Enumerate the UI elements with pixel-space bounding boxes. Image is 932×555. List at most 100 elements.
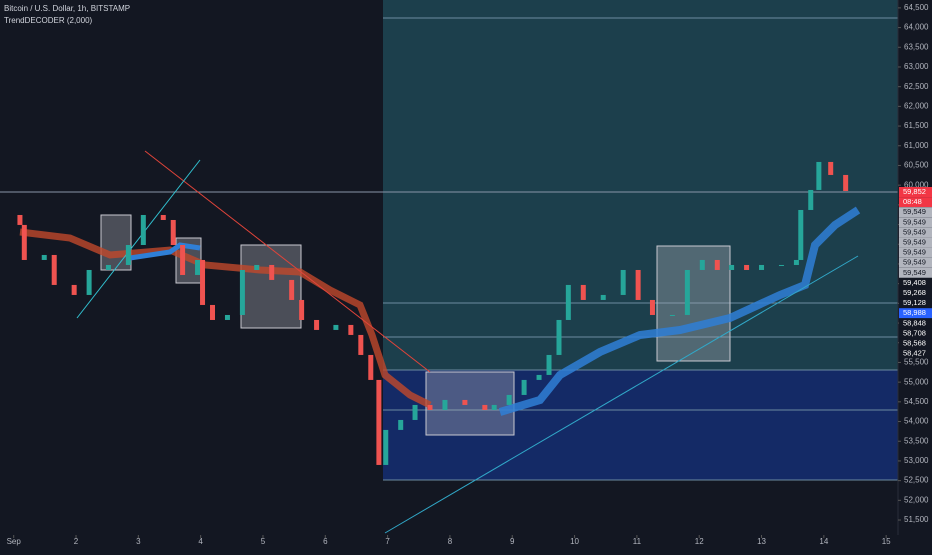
- candle: [669, 314, 675, 316]
- candle: [442, 399, 448, 410]
- x-tick-label: 12: [695, 537, 704, 546]
- candle: [21, 224, 27, 260]
- price-tag-bg: [899, 247, 932, 258]
- indicator: TrendDECODER (2,000): [4, 16, 93, 25]
- price-tag: 59,549: [903, 237, 926, 246]
- bull-ribbon: [129, 242, 201, 261]
- candle: [580, 284, 586, 300]
- candle: [759, 264, 765, 270]
- y-tick-label: 55,500: [904, 358, 929, 367]
- symbol: Bitcoin / U.S. Dollar, 1h, BITSTAMP: [4, 4, 130, 13]
- x-tick-label: 11: [633, 537, 642, 546]
- price-tag: 59,549: [903, 207, 926, 216]
- candle: [649, 299, 655, 315]
- x-tick-label: Sep: [7, 537, 22, 546]
- candle: [160, 214, 166, 220]
- y-tick-label: 63,500: [904, 42, 929, 51]
- candle: [793, 259, 799, 265]
- candle: [51, 254, 57, 285]
- candle: [269, 264, 275, 280]
- price-tag: 08:48: [903, 197, 922, 206]
- price-tag: 59,268: [903, 288, 926, 297]
- candle: [620, 269, 626, 295]
- price-tag: 58,427: [903, 349, 926, 358]
- x-tick-label: 2: [74, 537, 79, 546]
- candle: [180, 245, 186, 275]
- price-tag-bg: [899, 318, 932, 329]
- price-tag: 58,568: [903, 338, 926, 347]
- y-tick-label: 52,500: [904, 476, 929, 485]
- candle: [358, 334, 364, 355]
- y-tick-label: 64,500: [904, 3, 929, 12]
- candle: [210, 304, 216, 320]
- price-tag: 59,408: [903, 278, 926, 287]
- price-tag: 59,852: [903, 187, 926, 196]
- price-tag-bg: [899, 308, 932, 319]
- candle: [521, 379, 527, 395]
- x-tick-label: 3: [136, 537, 141, 546]
- candle: [376, 379, 382, 465]
- candle: [536, 374, 542, 380]
- y-tick-label: 60,500: [904, 161, 929, 170]
- y-tick-label: 62,000: [904, 101, 929, 110]
- x-tick-label: 4: [198, 537, 203, 546]
- candle: [195, 259, 201, 275]
- price-tag-bg: [899, 338, 932, 349]
- candle: [556, 319, 562, 355]
- candle: [462, 399, 468, 405]
- y-tick-label: 63,000: [904, 62, 929, 71]
- y-tick-label: 60,000: [904, 180, 929, 189]
- y-tick-label: 54,000: [904, 417, 929, 426]
- price-tag-bg: [899, 217, 932, 228]
- price-tag-bg: [899, 257, 932, 268]
- candle: [816, 161, 822, 190]
- candle: [383, 429, 389, 465]
- bull-ribbon: [498, 206, 861, 416]
- price-tag-bg: [899, 288, 932, 298]
- trendlines: [76, 150, 859, 534]
- candle: [41, 254, 47, 260]
- candle: [699, 259, 705, 270]
- candle: [140, 214, 146, 246]
- candle: [314, 319, 320, 330]
- candle: [333, 324, 339, 330]
- y-tick-label: 54,500: [904, 397, 929, 406]
- x-tick-label: 9: [510, 537, 515, 546]
- candle: [744, 264, 750, 270]
- price-tag: 58,988: [903, 308, 926, 317]
- y-tick-label: 53,500: [904, 436, 929, 445]
- candle: [170, 219, 176, 246]
- candle: [86, 269, 92, 295]
- candle: [798, 209, 804, 260]
- candle: [778, 264, 784, 266]
- y-tick-label: 61,000: [904, 141, 929, 150]
- price-tag-bg: [899, 197, 932, 208]
- levels: [0, 17, 898, 481]
- y-tick-label: 55,000: [904, 377, 929, 386]
- target-zone: [383, 0, 898, 370]
- bear-ribbon: [19, 228, 432, 409]
- candle: [843, 174, 849, 191]
- price-tag: 59,549: [903, 268, 926, 277]
- candle: [299, 299, 305, 320]
- candle: [714, 259, 720, 270]
- price-tag-bg: [899, 298, 932, 309]
- candle: [289, 279, 295, 300]
- x-tick-label: 13: [757, 537, 766, 546]
- candle: [600, 294, 606, 300]
- price-tag-bg: [899, 348, 932, 359]
- candle: [348, 324, 354, 335]
- y-tick-label: 51,500: [904, 515, 929, 524]
- y-tick-label: 52,000: [904, 495, 929, 504]
- y-tick-label: 61,500: [904, 121, 929, 130]
- candle: [546, 354, 552, 375]
- candle: [427, 404, 433, 410]
- x-tick-label: 10: [570, 537, 579, 546]
- price-tag: 59,128: [903, 298, 926, 307]
- price-tag: 59,549: [903, 217, 926, 226]
- x-tick-label: 8: [448, 537, 453, 546]
- y-tick-label: 53,000: [904, 456, 929, 465]
- candle: [684, 269, 690, 315]
- candle: [482, 404, 488, 410]
